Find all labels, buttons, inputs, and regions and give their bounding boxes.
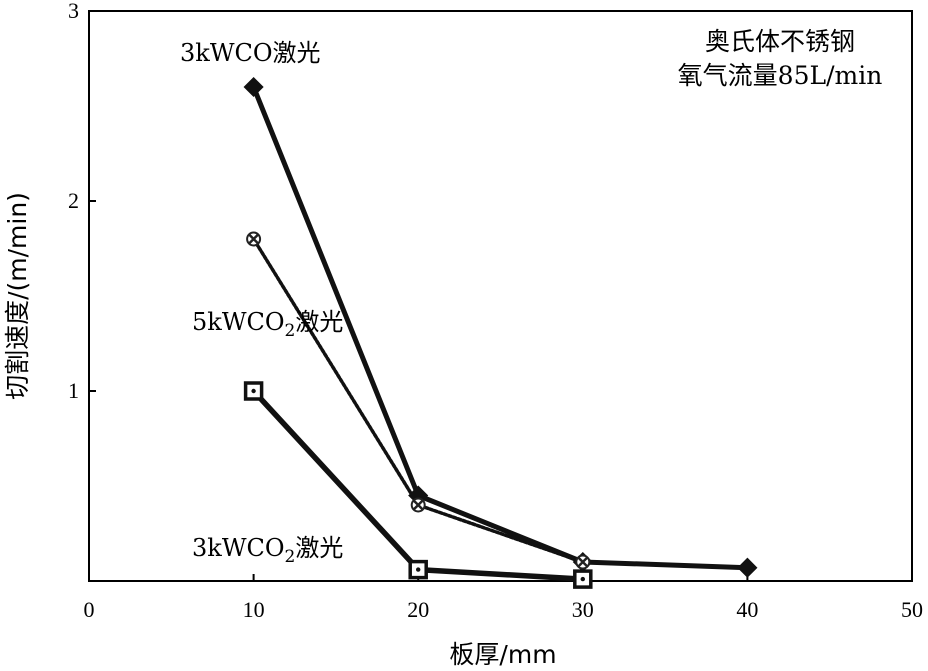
- series-label-5kwco2: 5kWCO2激光: [192, 308, 343, 341]
- data-point-cross: [575, 554, 591, 570]
- data-point-square: [408, 559, 428, 580]
- series-label-3kwco: 3kWCO激光: [180, 39, 321, 67]
- series-line-1: [251, 237, 585, 564]
- series-line-0: [251, 84, 750, 571]
- data-point-cross: [410, 497, 426, 513]
- data-point-diamond: [243, 76, 264, 98]
- data-point-square: [243, 381, 264, 401]
- x-tick-label: 20: [407, 597, 429, 622]
- data-point-cross: [246, 231, 262, 247]
- axis-ticks: 0 10 20 30 40 50 1 2 3: [68, 0, 923, 622]
- data-point-diamond: [737, 557, 758, 578]
- plot-frame: [88, 10, 913, 582]
- x-tick-label: 30: [572, 597, 594, 622]
- annotation-material: 奥氏体不锈钢: [705, 27, 855, 56]
- y-tick-label: 2: [68, 188, 79, 213]
- y-axis-title: 切割速度/(m/min): [3, 192, 32, 400]
- annotation-oxygen-flow: 氧气流量85L/min: [678, 61, 883, 90]
- y-tick-label: 3: [68, 0, 79, 23]
- series-markers: [243, 76, 758, 589]
- y-tick-label: 1: [68, 378, 79, 403]
- x-tick-label: 50: [901, 597, 923, 622]
- x-axis-title: 板厚/mm: [449, 640, 556, 669]
- x-tick-label: 40: [736, 597, 758, 622]
- x-tick-label: 10: [243, 597, 265, 622]
- data-point-square: [573, 569, 593, 589]
- x-tick-label: 0: [84, 597, 95, 622]
- series-label-3kwco2: 3kWCO2激光: [192, 534, 343, 567]
